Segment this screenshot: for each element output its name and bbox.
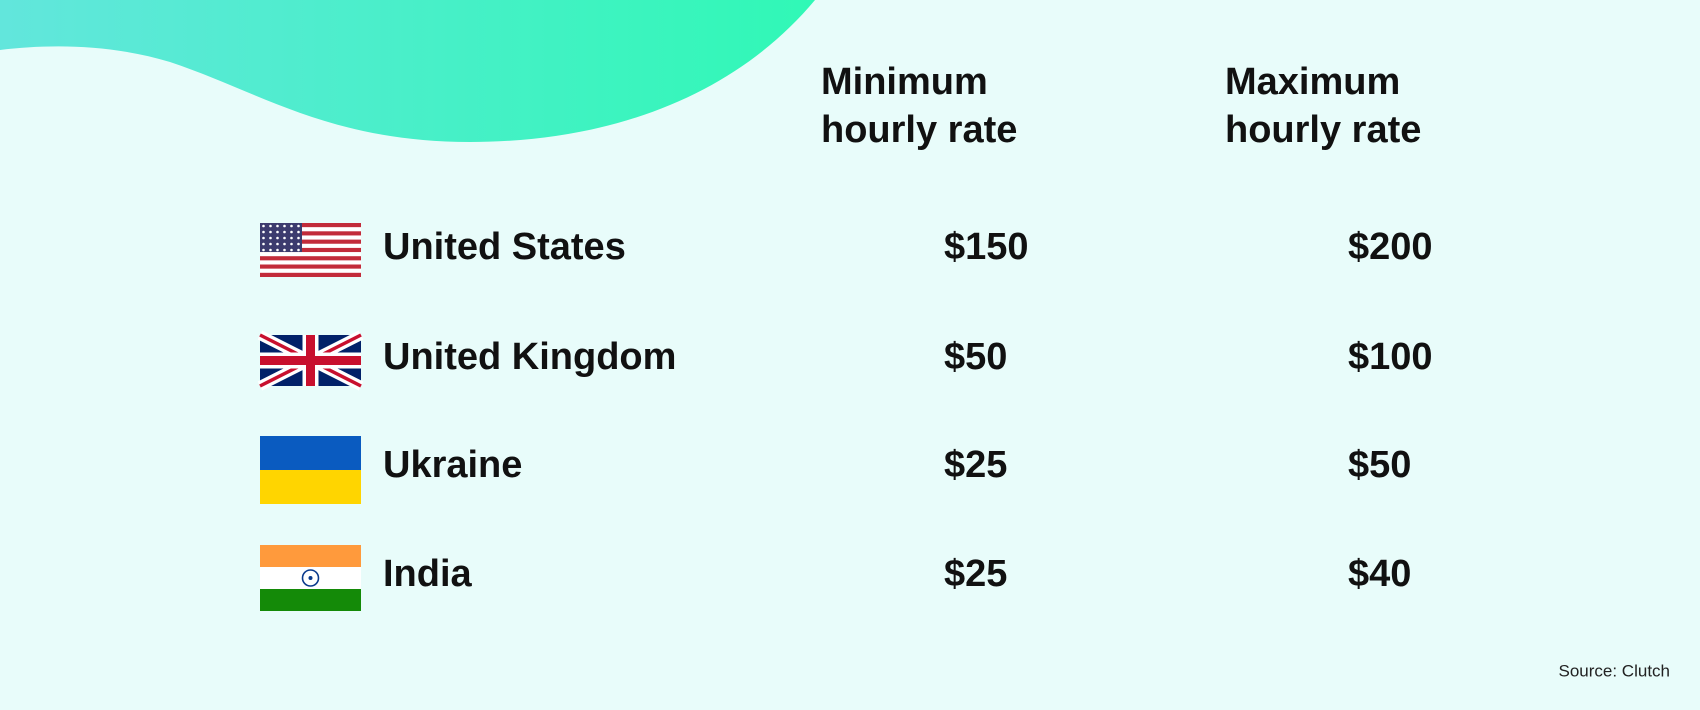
table-row: Ukraine $25 $50: [383, 444, 1411, 486]
flag-uk: [257, 330, 364, 391]
min-rate: $50: [944, 336, 1007, 378]
country: United States: [383, 226, 626, 268]
max-rate: $40: [1348, 553, 1411, 595]
header-line: Maximum: [1225, 61, 1400, 103]
header-line: hourly rate: [821, 109, 1017, 151]
flag-india: [260, 545, 361, 611]
country: United Kingdom: [383, 336, 676, 378]
flag-us: [260, 223, 361, 277]
decorative-blob: [0, 0, 815, 142]
table-row: India $25 $40: [383, 553, 1411, 595]
country: Ukraine: [383, 444, 522, 486]
max-rate: $50: [1348, 444, 1411, 486]
country: India: [383, 553, 473, 595]
source-note: Source: Clutch: [1559, 661, 1671, 680]
min-rate: $150: [944, 226, 1029, 268]
max-rate: $200: [1348, 226, 1433, 268]
flag-ukraine: [260, 436, 361, 504]
column-header: Maximum hourly rate: [1225, 61, 1421, 151]
min-rate: $25: [944, 444, 1007, 486]
min-rate: $25: [944, 553, 1007, 595]
table-row: United Kingdom $50 $100: [383, 336, 1433, 378]
header-line: hourly rate: [1225, 109, 1421, 151]
table-row: United States $150 $200: [383, 226, 1433, 268]
column-header: Minimum hourly rate: [821, 61, 1017, 151]
header-line: Minimum: [821, 61, 988, 103]
max-rate: $100: [1348, 336, 1433, 378]
